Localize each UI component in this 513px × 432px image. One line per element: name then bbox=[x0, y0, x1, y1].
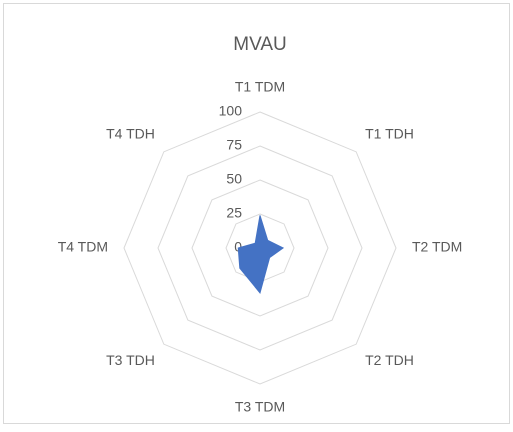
r-tick-label: 75 bbox=[226, 137, 242, 153]
grid-ring bbox=[191, 179, 329, 317]
category-label: T1 TDM bbox=[235, 79, 285, 95]
category-label: T1 TDH bbox=[365, 126, 414, 142]
data-area bbox=[237, 215, 285, 294]
category-label: T2 TDH bbox=[365, 352, 414, 368]
chart-title: MVAU bbox=[233, 34, 286, 55]
category-label: T4 TDM bbox=[58, 239, 108, 255]
grid-ring bbox=[123, 111, 397, 385]
r-tick-label: 100 bbox=[219, 103, 243, 119]
category-label: T3 TDH bbox=[106, 352, 155, 368]
r-tick-label: 25 bbox=[226, 205, 242, 221]
category-label: T3 TDM bbox=[235, 399, 285, 415]
category-label: T2 TDM bbox=[412, 239, 462, 255]
category-label: T4 TDH bbox=[106, 126, 155, 142]
r-tick-label: 50 bbox=[226, 171, 242, 187]
r-tick-label: 0 bbox=[234, 239, 242, 255]
grid-ring bbox=[157, 145, 363, 351]
chart-border bbox=[3, 3, 510, 424]
